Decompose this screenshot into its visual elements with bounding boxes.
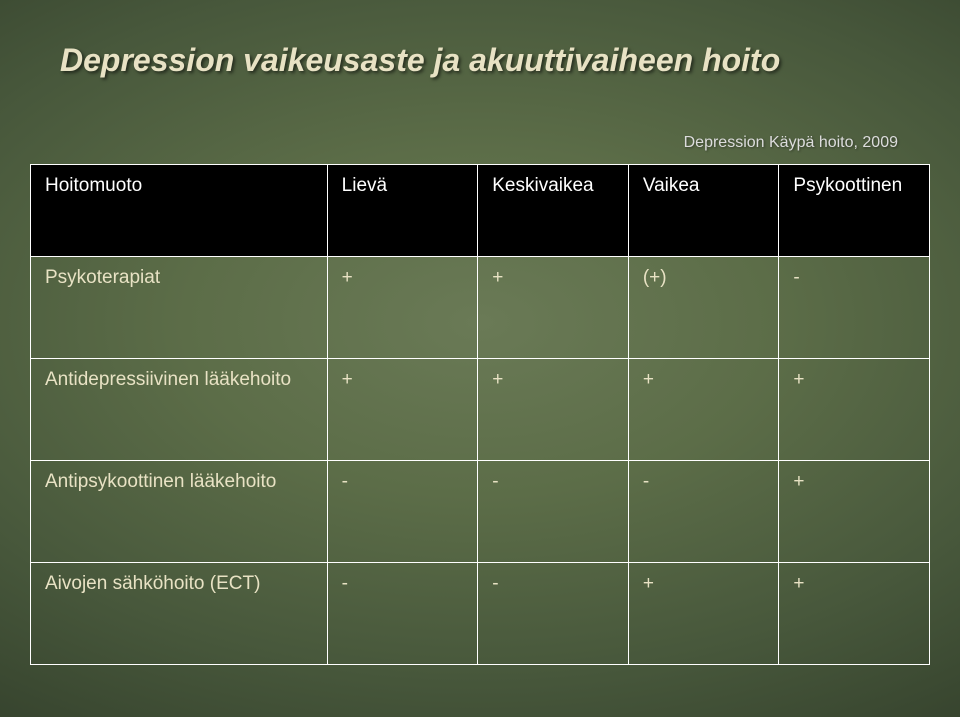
treatment-table: Hoitomuoto Lievä Keskivaikea Vaikea Psyk… bbox=[30, 164, 930, 665]
table-cell: + bbox=[478, 358, 629, 460]
table-cell: (+) bbox=[628, 256, 779, 358]
table-cell: - bbox=[327, 460, 478, 562]
table-cell: + bbox=[327, 256, 478, 358]
row-label: Psykoterapiat bbox=[31, 256, 328, 358]
table-cell: - bbox=[628, 460, 779, 562]
row-label: Antipsykoottinen lääkehoito bbox=[31, 460, 328, 562]
table-cell: + bbox=[779, 358, 930, 460]
table-header-cell: Psykoottinen bbox=[779, 165, 930, 257]
table-header-cell: Lievä bbox=[327, 165, 478, 257]
table-header-cell: Vaikea bbox=[628, 165, 779, 257]
table-cell: + bbox=[779, 460, 930, 562]
slide-frame: Depression vaikeusaste ja akuuttivaiheen… bbox=[0, 0, 960, 717]
source-label: Depression Käypä hoito, 2009 bbox=[684, 134, 898, 152]
table-container: Hoitomuoto Lievä Keskivaikea Vaikea Psyk… bbox=[30, 164, 930, 665]
slide-title: Depression vaikeusaste ja akuuttivaiheen… bbox=[60, 42, 904, 79]
table-cell: - bbox=[478, 562, 629, 664]
table-cell: + bbox=[628, 358, 779, 460]
table-cell: + bbox=[478, 256, 629, 358]
table-cell: - bbox=[478, 460, 629, 562]
row-label: Antidepressiivinen lääkehoito bbox=[31, 358, 328, 460]
row-label: Aivojen sähköhoito (ECT) bbox=[31, 562, 328, 664]
table-cell: - bbox=[327, 562, 478, 664]
table-row: Antipsykoottinen lääkehoito - - - + bbox=[31, 460, 930, 562]
table-row: Antidepressiivinen lääkehoito + + + + bbox=[31, 358, 930, 460]
table-row: Psykoterapiat + + (+) - bbox=[31, 256, 930, 358]
table-cell: + bbox=[327, 358, 478, 460]
table-cell: + bbox=[779, 562, 930, 664]
table-header-cell: Keskivaikea bbox=[478, 165, 629, 257]
table-header-cell: Hoitomuoto bbox=[31, 165, 328, 257]
table-cell: - bbox=[779, 256, 930, 358]
table-row: Aivojen sähköhoito (ECT) - - + + bbox=[31, 562, 930, 664]
table-cell: + bbox=[628, 562, 779, 664]
table-header-row: Hoitomuoto Lievä Keskivaikea Vaikea Psyk… bbox=[31, 165, 930, 257]
